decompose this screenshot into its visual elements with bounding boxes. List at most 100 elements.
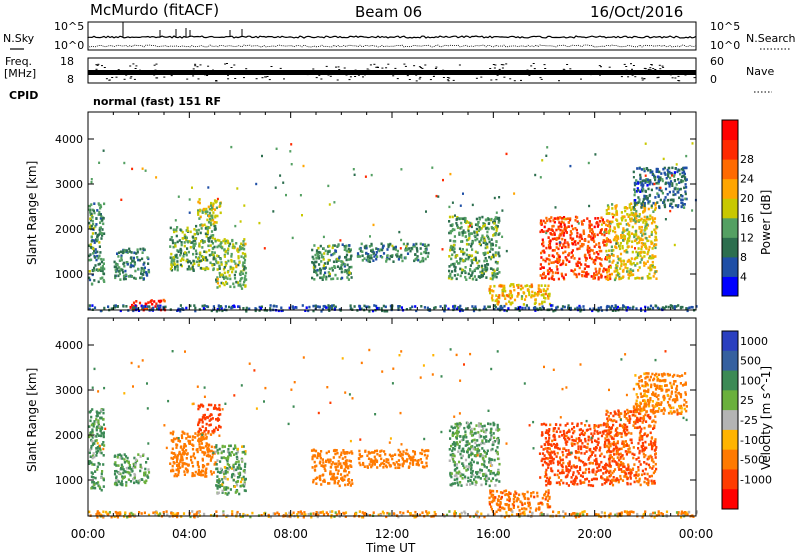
power-cell-8	[462, 252, 465, 256]
power-cell-10	[598, 267, 601, 271]
nave-dot	[335, 66, 337, 68]
power-cell-12	[676, 187, 679, 191]
power-cell-12	[663, 205, 667, 209]
velocity-cell-1	[119, 457, 122, 460]
power-cell-7	[427, 251, 430, 255]
power-cell-11	[646, 252, 649, 256]
power-cell-11	[635, 209, 638, 213]
power-cell-8	[477, 275, 480, 278]
velocity-cell-7	[481, 425, 484, 428]
nave-dot	[372, 73, 374, 75]
power-cell-3	[179, 251, 183, 255]
power-cell-10	[572, 270, 575, 273]
power-cell-13	[561, 308, 564, 311]
power-cell-5	[224, 280, 228, 284]
power-cell-3	[170, 258, 173, 261]
velocity-cell-0	[93, 463, 96, 466]
power-cell-8	[458, 217, 461, 221]
power-cell-13	[320, 310, 323, 313]
power-scatter-dot	[144, 169, 147, 172]
power-cell-8	[460, 249, 463, 253]
power-cell-2	[155, 302, 158, 306]
power-cell-12	[661, 178, 664, 181]
nave-dot	[153, 64, 156, 66]
velocity-cell-7	[452, 482, 455, 485]
power-cell-13	[245, 306, 248, 310]
nave-dot	[464, 71, 467, 73]
power-cell-11	[634, 239, 637, 242]
power-cell-9	[528, 291, 531, 294]
power-cell-8	[455, 277, 458, 281]
velocity-cell-8	[518, 493, 521, 497]
power-cell-11	[630, 245, 633, 249]
power-cell-1	[119, 250, 123, 254]
velocity-cell-2	[196, 450, 199, 454]
power-cell-13	[482, 307, 485, 311]
power-scatter-dot	[272, 210, 275, 213]
velocity-cell-4	[232, 465, 235, 469]
nave-dot	[539, 77, 542, 79]
velocity-cell-1	[113, 482, 117, 486]
power-cell-8	[496, 225, 499, 228]
nave-dot	[366, 68, 369, 70]
power-scatter-dot	[616, 239, 619, 242]
power-cell-10	[561, 262, 564, 266]
nave-dot	[197, 78, 200, 80]
power-cell-7	[402, 242, 405, 246]
power-scatter-dot	[285, 193, 287, 197]
power-cell-6	[328, 272, 331, 276]
power-cell-8	[462, 229, 465, 232]
power-cell-10	[602, 239, 605, 242]
cpid-label: CPID	[9, 89, 38, 102]
power-cell-12	[680, 180, 683, 184]
power-cell-8	[478, 217, 481, 221]
velocity-cell-0	[102, 454, 105, 457]
power-cell-3	[200, 255, 203, 258]
nave-dot	[315, 77, 318, 79]
velocity-cell-2	[170, 469, 173, 473]
power-cell-0	[93, 269, 96, 272]
power-cell-10	[588, 220, 591, 223]
velocity-cell-0	[96, 414, 99, 418]
power-cell-8	[490, 247, 493, 250]
velocity-cell-7	[477, 475, 480, 479]
power-cell-4	[198, 217, 201, 220]
power-cell-11	[648, 235, 651, 238]
velocity-cell-4	[216, 467, 219, 470]
power-cell-3	[201, 239, 204, 242]
velocity-cell-5	[343, 468, 346, 471]
power-cell-13	[518, 307, 521, 311]
velocity-cell-6	[359, 463, 362, 467]
power-cell-13	[334, 305, 337, 309]
nave-dot	[446, 79, 449, 81]
power-cell-13	[179, 308, 182, 311]
velocity-cell-1	[123, 470, 126, 473]
power-cell-8	[465, 278, 468, 281]
power-cell-13	[635, 307, 638, 310]
nave-dot	[420, 67, 422, 69]
power-cell-13	[597, 309, 600, 313]
nave-dot	[674, 77, 677, 79]
velocity-cell-7	[469, 421, 473, 425]
velocity-cell-7	[457, 483, 460, 487]
velocity-cell-2	[213, 445, 216, 449]
power-cell-9	[530, 285, 534, 288]
velocity-cell-2	[178, 462, 181, 465]
velocity-cell-2	[209, 470, 213, 473]
power-cell-8	[483, 259, 486, 263]
nave-dot	[194, 65, 197, 67]
power-cell-5	[224, 242, 227, 245]
power-cell-10	[564, 273, 567, 276]
velocity-cell-2	[193, 456, 197, 460]
velocity-cell-0	[90, 471, 93, 474]
velocity-cell-1	[130, 468, 133, 471]
nave-dot	[600, 66, 602, 68]
power-cell-9	[490, 289, 493, 292]
velocity-cell-5	[343, 452, 346, 455]
nave-dot	[455, 70, 458, 72]
velocity-cell-5	[341, 457, 344, 460]
nave-dot	[442, 77, 445, 78]
power-cell-6	[338, 256, 341, 260]
power-cell-6	[327, 258, 330, 262]
power-cell-8	[485, 267, 488, 270]
